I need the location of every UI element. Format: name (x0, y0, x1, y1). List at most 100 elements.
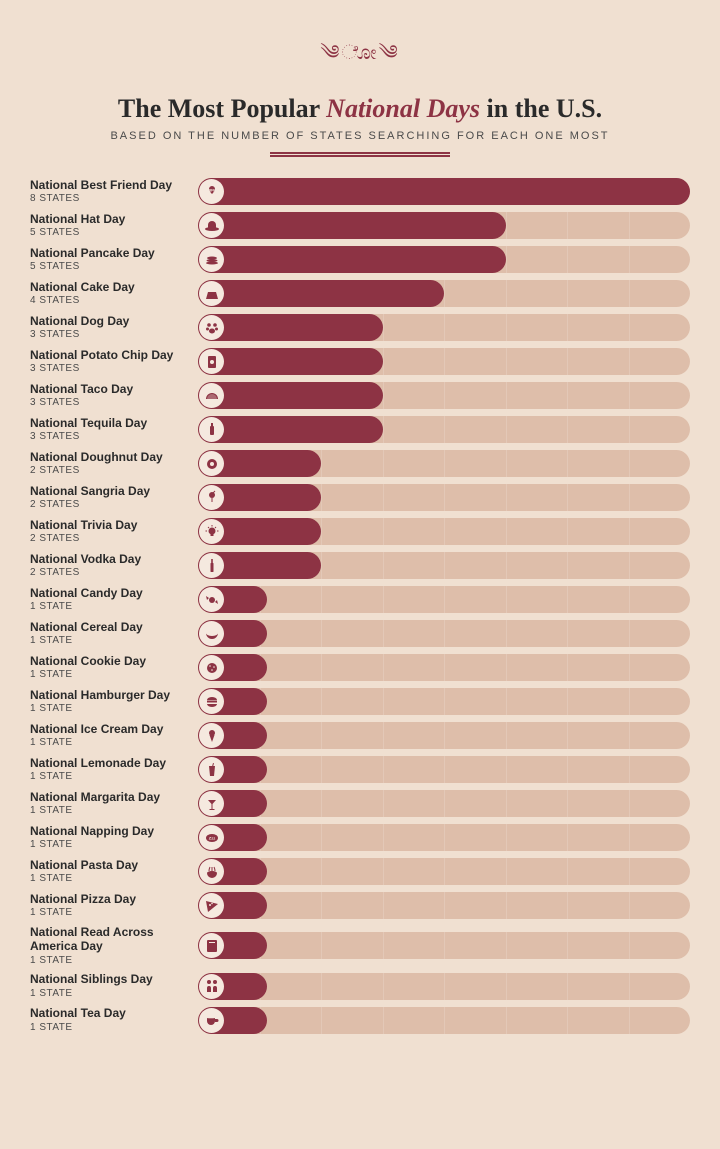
label-column: National Candy Day1 STATE (30, 587, 188, 613)
label-column: National Cereal Day1 STATE (30, 621, 188, 647)
bar-track (198, 450, 690, 477)
states-count: 1 STATE (30, 988, 188, 999)
bar-column (198, 858, 690, 885)
icecream-icon (199, 723, 224, 748)
states-count: 5 STATES (30, 227, 188, 238)
label-column: National Cookie Day1 STATE (30, 655, 188, 681)
bar-track (198, 382, 690, 409)
states-count: 2 STATES (30, 533, 188, 544)
states-count: 1 STATE (30, 737, 188, 748)
label-column: National Dog Day3 STATES (30, 315, 188, 341)
day-name: National Lemonade Day (30, 757, 188, 771)
day-name: National Vodka Day (30, 553, 188, 567)
label-column: National Siblings Day1 STATE (30, 973, 188, 999)
label-column: National Ice Cream Day1 STATE (30, 723, 188, 749)
bar-column (198, 1007, 690, 1034)
label-column: National Hat Day5 STATES (30, 213, 188, 239)
states-count: 1 STATE (30, 873, 188, 884)
bar-fill (198, 212, 506, 239)
states-count: 8 STATES (30, 193, 188, 204)
day-name: National Tea Day (30, 1007, 188, 1021)
label-column: National Tequila Day3 STATES (30, 417, 188, 443)
states-count: 4 STATES (30, 295, 188, 306)
siblings-icon (199, 974, 224, 999)
day-name: National Ice Cream Day (30, 723, 188, 737)
day-name: National Doughnut Day (30, 451, 188, 465)
chart-row: National Pizza Day1 STATE (30, 892, 690, 919)
bar-column (198, 212, 690, 239)
states-count: 1 STATE (30, 1022, 188, 1033)
states-count: 3 STATES (30, 431, 188, 442)
bff-icon (199, 179, 224, 204)
states-count: 1 STATE (30, 907, 188, 918)
chart-row: National Cake Day4 STATES (30, 280, 690, 307)
label-column: National Cake Day4 STATES (30, 281, 188, 307)
bar-column (198, 688, 690, 715)
bar-column (198, 416, 690, 443)
chart-row: National Taco Day3 STATES (30, 382, 690, 409)
day-name: National Pizza Day (30, 893, 188, 907)
main-title: The Most Popular National Days in the U.… (30, 94, 690, 124)
chart-row: National Napping Day1 STATE (30, 824, 690, 851)
bar-fill (198, 348, 383, 375)
bar-column (198, 973, 690, 1000)
day-name: National Cereal Day (30, 621, 188, 635)
chart-row: National Doughnut Day2 STATES (30, 450, 690, 477)
paw-icon (199, 315, 224, 340)
states-count: 5 STATES (30, 261, 188, 272)
infographic-container: ༄ೋ༄ The Most Popular National Days in th… (0, 0, 720, 1058)
states-count: 2 STATES (30, 567, 188, 578)
bar-track (198, 348, 690, 375)
tea-icon (199, 1008, 224, 1033)
chart-row: National Hamburger Day1 STATE (30, 688, 690, 715)
chart-row: National Cookie Day1 STATE (30, 654, 690, 681)
states-count: 1 STATE (30, 669, 188, 680)
chart-row: National Trivia Day2 STATES (30, 518, 690, 545)
bar-column (198, 450, 690, 477)
bar-fill (198, 314, 383, 341)
donut-icon (199, 451, 224, 476)
chart-row: National Best Friend Day8 STATES (30, 178, 690, 205)
label-column: National Read Across America Day1 STATE (30, 926, 188, 966)
bar-track (198, 756, 690, 783)
bar-fill (198, 382, 383, 409)
day-name: National Dog Day (30, 315, 188, 329)
day-name: National Best Friend Day (30, 179, 188, 193)
nap-icon (199, 825, 224, 850)
bar-track (198, 824, 690, 851)
bar-column (198, 790, 690, 817)
states-count: 1 STATE (30, 771, 188, 782)
day-name: National Cookie Day (30, 655, 188, 669)
bar-fill (198, 416, 383, 443)
cake-icon (199, 281, 224, 306)
bar-column (198, 722, 690, 749)
chart-row: National Vodka Day2 STATES (30, 552, 690, 579)
bar-track (198, 654, 690, 681)
chart-row: National Read Across America Day1 STATE (30, 926, 690, 966)
cereal-icon (199, 621, 224, 646)
margarita-icon (199, 791, 224, 816)
candy-icon (199, 587, 224, 612)
bar-column (198, 654, 690, 681)
chart-row: National Pasta Day1 STATE (30, 858, 690, 885)
states-count: 2 STATES (30, 465, 188, 476)
day-name: National Hamburger Day (30, 689, 188, 703)
label-column: National Lemonade Day1 STATE (30, 757, 188, 783)
day-name: National Tequila Day (30, 417, 188, 431)
day-name: National Trivia Day (30, 519, 188, 533)
chart-row: National Candy Day1 STATE (30, 586, 690, 613)
day-name: National Read Across America Day (30, 926, 188, 954)
tequila-icon (199, 417, 224, 442)
pizza-icon (199, 893, 224, 918)
day-name: National Margarita Day (30, 791, 188, 805)
chart-row: National Hat Day5 STATES (30, 212, 690, 239)
bar-track (198, 246, 690, 273)
day-name: National Pancake Day (30, 247, 188, 261)
cookie-icon (199, 655, 224, 680)
bar-track (198, 178, 690, 205)
bar-column (198, 892, 690, 919)
bar-track (198, 688, 690, 715)
bar-column (198, 756, 690, 783)
pasta-icon (199, 859, 224, 884)
bar-column (198, 824, 690, 851)
